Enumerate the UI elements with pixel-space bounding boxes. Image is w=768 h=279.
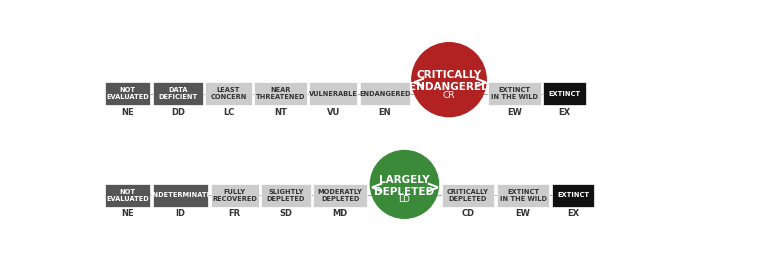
FancyBboxPatch shape	[205, 82, 252, 105]
FancyBboxPatch shape	[261, 184, 311, 207]
Text: MD: MD	[333, 209, 348, 218]
FancyBboxPatch shape	[442, 184, 495, 207]
Text: VULNERABLE: VULNERABLE	[309, 91, 358, 97]
Text: NE: NE	[121, 209, 134, 218]
Text: EW: EW	[515, 209, 531, 218]
Text: FR: FR	[229, 209, 241, 218]
Text: ENDANGERED: ENDANGERED	[359, 91, 410, 97]
Text: >: >	[425, 179, 439, 197]
Text: INDETERMINATE: INDETERMINATE	[150, 192, 211, 198]
Text: NOT
EVALUATED: NOT EVALUATED	[107, 189, 149, 202]
FancyBboxPatch shape	[488, 82, 541, 105]
Text: NEAR
THREATENED: NEAR THREATENED	[256, 87, 305, 100]
Text: SD: SD	[280, 209, 293, 218]
FancyBboxPatch shape	[210, 184, 259, 207]
Text: NE: NE	[121, 107, 134, 117]
Text: CRITICALLY
ENDANGERED: CRITICALLY ENDANGERED	[409, 70, 489, 92]
Text: FULLY
RECOVERED: FULLY RECOVERED	[212, 189, 257, 202]
Text: CRITICALLY
DEPLETED: CRITICALLY DEPLETED	[447, 189, 489, 202]
FancyBboxPatch shape	[313, 184, 367, 207]
Text: NT: NT	[274, 107, 287, 117]
Text: LEAST
CONCERN: LEAST CONCERN	[210, 87, 247, 100]
FancyBboxPatch shape	[497, 184, 549, 207]
Text: EW: EW	[507, 107, 522, 117]
Text: ID: ID	[175, 209, 186, 218]
Text: CR: CR	[443, 91, 455, 100]
FancyBboxPatch shape	[105, 184, 151, 207]
Text: DATA
DEFICIENT: DATA DEFICIENT	[158, 87, 197, 100]
FancyBboxPatch shape	[551, 184, 594, 207]
FancyBboxPatch shape	[254, 82, 306, 105]
Text: EXTINCT
IN THE WILD: EXTINCT IN THE WILD	[491, 87, 538, 100]
Text: EXTINCT: EXTINCT	[548, 91, 581, 97]
Text: >: >	[473, 74, 487, 93]
Text: EXTINCT: EXTINCT	[557, 192, 589, 198]
FancyBboxPatch shape	[359, 82, 410, 105]
Text: CD: CD	[462, 209, 475, 218]
FancyBboxPatch shape	[153, 184, 208, 207]
Text: EN: EN	[379, 107, 391, 117]
Text: LD: LD	[399, 195, 410, 204]
Text: MODERATLY
DEPLETED: MODERATLY DEPLETED	[318, 189, 362, 202]
Text: EXTINCT
IN THE WILD: EXTINCT IN THE WILD	[499, 189, 547, 202]
Circle shape	[370, 150, 439, 218]
Text: VU: VU	[326, 107, 339, 117]
Circle shape	[412, 43, 486, 117]
Text: EX: EX	[567, 209, 579, 218]
Text: DD: DD	[170, 107, 185, 117]
Text: <: <	[369, 179, 383, 197]
Text: LARGELY
DEPLETED: LARGELY DEPLETED	[374, 175, 435, 197]
Text: SLIGHTLY
DEPLETED: SLIGHTLY DEPLETED	[266, 189, 305, 202]
FancyBboxPatch shape	[105, 82, 151, 105]
FancyBboxPatch shape	[543, 82, 586, 105]
Text: <: <	[411, 74, 425, 93]
Text: NOT
EVALUATED: NOT EVALUATED	[107, 87, 149, 100]
Text: EX: EX	[558, 107, 571, 117]
FancyBboxPatch shape	[310, 82, 357, 105]
Text: LC: LC	[223, 107, 234, 117]
FancyBboxPatch shape	[153, 82, 203, 105]
